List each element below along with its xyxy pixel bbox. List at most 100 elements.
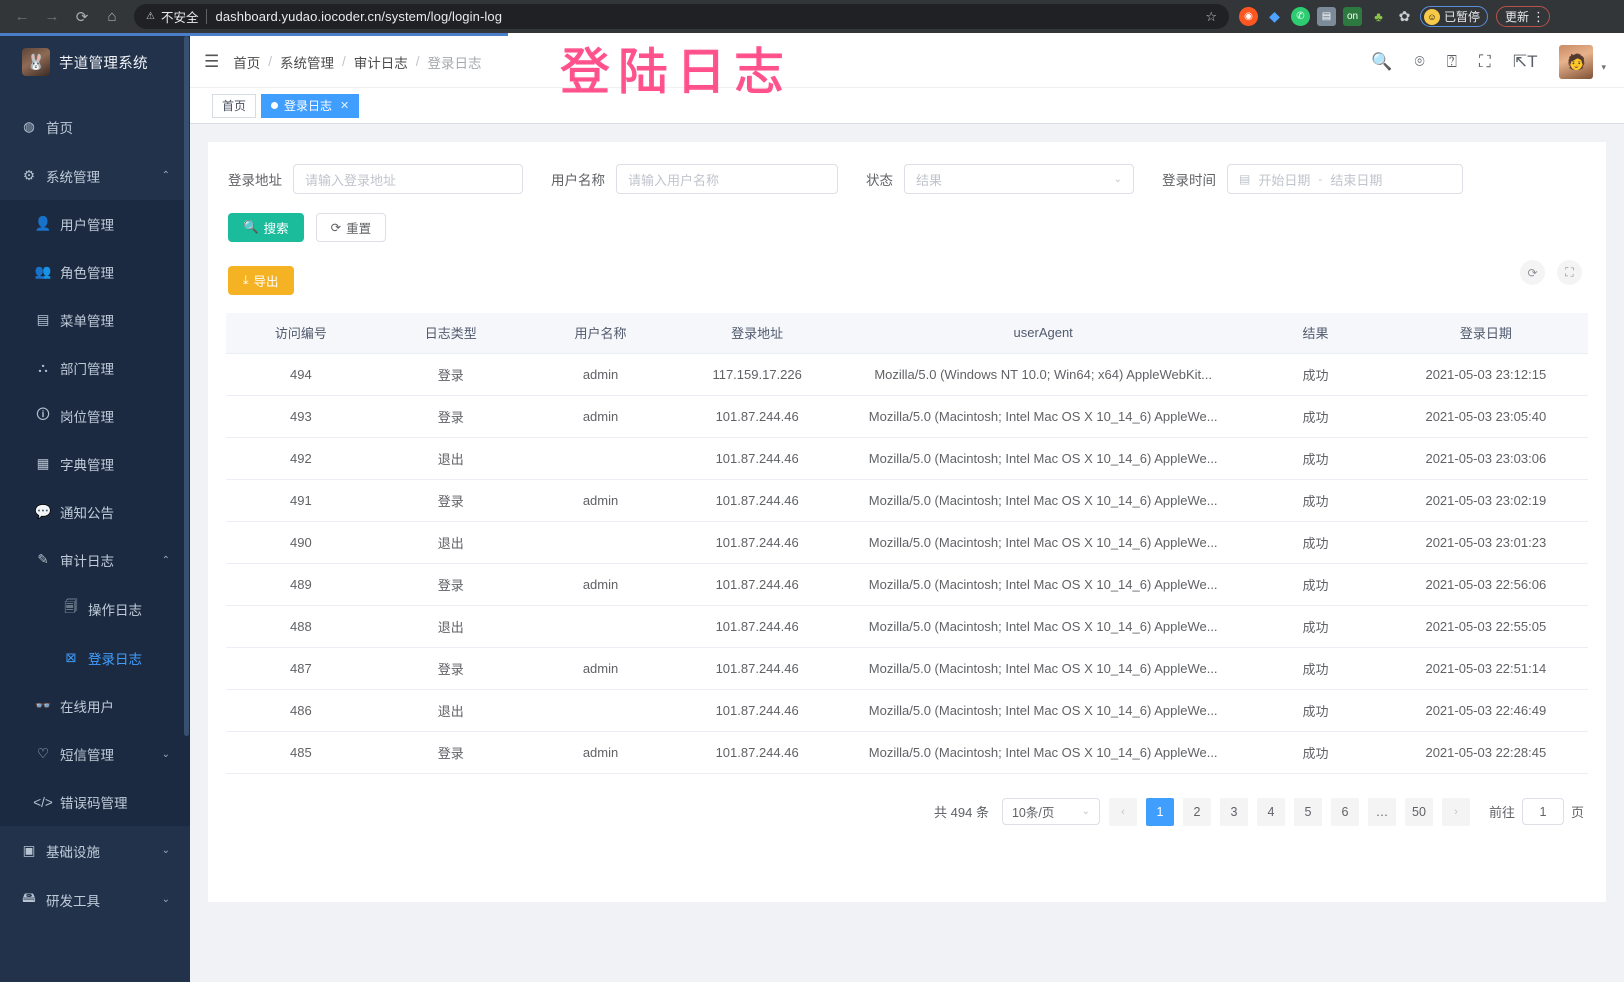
- home-icon[interactable]: ⌂: [107, 8, 117, 25]
- chevron-down-icon[interactable]: ▾: [1601, 61, 1606, 72]
- page-button-last[interactable]: 50: [1404, 797, 1433, 826]
- prev-page-button[interactable]: ‹: [1108, 797, 1137, 826]
- table-row[interactable]: 493 登录 admin 101.87.244.46 Mozilla/5.0 (…: [226, 395, 1588, 438]
- table-row[interactable]: 487 登录 admin 101.87.244.46 Mozilla/5.0 (…: [226, 647, 1588, 690]
- breadcrumb-item-home[interactable]: 首页: [233, 55, 261, 71]
- login-address-input[interactable]: 请输入登录地址: [293, 164, 523, 194]
- tab-login-log[interactable]: 登录日志 ✕: [261, 93, 360, 118]
- sidebar-item-online-user[interactable]: 👓 在线用户: [0, 682, 190, 730]
- sidebar-item-home[interactable]: ◍ 首页: [0, 102, 190, 151]
- extension-icon-5[interactable]: on: [1343, 7, 1362, 26]
- browser-toolbar: ← → ⟳ ⌂ ⚠ 不安全 dashboard.yudao.iocoder.cn…: [0, 0, 1624, 33]
- cell-id: 487: [226, 647, 376, 690]
- sidebar-item-role-management[interactable]: 👥 角色管理: [0, 248, 190, 296]
- bookmark-star-icon[interactable]: ☆: [1205, 8, 1217, 24]
- breadcrumb-item-system[interactable]: 系统管理: [280, 55, 335, 71]
- sidebar-item-operation-log[interactable]: 🗐 操作日志: [0, 584, 190, 633]
- cell-address: 101.87.244.46: [675, 521, 839, 564]
- cell-date: 2021-05-03 23:05:40: [1383, 395, 1588, 438]
- column-header-id[interactable]: 访问编号: [226, 313, 376, 354]
- back-arrow-icon[interactable]: ←: [14, 8, 30, 25]
- page-jump-input[interactable]: [1521, 798, 1564, 825]
- search-button[interactable]: 🔍 搜索: [228, 213, 304, 242]
- page-button-4[interactable]: 4: [1256, 797, 1285, 826]
- sidebar-item-user-management[interactable]: 👤 用户管理: [0, 200, 190, 248]
- page-button-3[interactable]: 3: [1219, 797, 1248, 826]
- sidebar-item-login-log[interactable]: ⊠ 登录日志: [0, 633, 190, 682]
- extension-icon-3[interactable]: ✆: [1291, 7, 1310, 26]
- next-page-button[interactable]: ›: [1441, 797, 1470, 826]
- column-header-date[interactable]: 登录日期: [1383, 313, 1588, 354]
- forward-arrow-icon[interactable]: →: [44, 8, 60, 25]
- sidebar-item-menu-management[interactable]: ▤ 菜单管理: [0, 296, 190, 344]
- chevron-up-icon: ⌃: [161, 554, 170, 566]
- help-icon[interactable]: ⍰: [1446, 51, 1457, 71]
- field-label: 登录地址: [228, 173, 282, 188]
- chevron-down-icon: ⌄: [161, 748, 170, 760]
- github-icon[interactable]: ⌾: [1414, 51, 1425, 71]
- username-input[interactable]: 请输入用户名称: [616, 164, 838, 194]
- table-row[interactable]: 494 登录 admin 117.159.17.226 Mozilla/5.0 …: [226, 353, 1588, 396]
- sidebar-item-sms-management[interactable]: ♡ 短信管理 ⌄: [0, 730, 190, 778]
- breadcrumb-separator: /: [268, 54, 273, 69]
- status-select[interactable]: 结果 ⌄: [904, 164, 1134, 194]
- notice-icon: 💬: [34, 504, 52, 519]
- breadcrumb-item-audit[interactable]: 审计日志: [353, 55, 408, 71]
- sms-icon: ♡: [36, 746, 50, 761]
- address-bar[interactable]: ⚠ 不安全 dashboard.yudao.iocoder.cn/system/…: [134, 4, 1229, 29]
- extension-icon-6[interactable]: ♣: [1374, 9, 1383, 24]
- main-area: ☰ 首页 / 系统管理 / 审计日志 / 登录日志 登陆日志 🔍 ⌾ ⍰ ⛶ ⇱…: [190, 36, 1624, 982]
- hamburger-icon[interactable]: ☰: [204, 51, 220, 71]
- column-header-address[interactable]: 登录地址: [675, 313, 839, 354]
- update-button[interactable]: 更新 ⋮: [1496, 6, 1551, 27]
- page-ellipsis[interactable]: …: [1367, 797, 1396, 826]
- sidebar-item-devtools[interactable]: 🖴 研发工具 ⌄: [0, 875, 190, 924]
- column-header-useragent[interactable]: userAgent: [838, 313, 1248, 354]
- extension-icon-1[interactable]: ◉: [1239, 7, 1258, 26]
- table-row[interactable]: 489 登录 admin 101.87.244.46 Mozilla/5.0 (…: [226, 563, 1588, 606]
- sidebar-item-error-code[interactable]: </> 错误码管理: [0, 778, 190, 826]
- page-button-2[interactable]: 2: [1182, 797, 1211, 826]
- cell-type: 退出: [375, 521, 526, 564]
- tab-home[interactable]: 首页: [212, 93, 257, 118]
- table-row[interactable]: 490 退出 101.87.244.46 Mozilla/5.0 (Macint…: [226, 521, 1588, 564]
- extension-icon-4[interactable]: ▤: [1317, 7, 1336, 26]
- sidebar-scrollbar[interactable]: [184, 36, 189, 736]
- avatar[interactable]: 🧑: [1559, 44, 1594, 79]
- table-row[interactable]: 485 登录 admin 101.87.244.46 Mozilla/5.0 (…: [226, 731, 1588, 774]
- close-icon[interactable]: ✕: [340, 100, 350, 112]
- sidebar-item-system[interactable]: ⚙ 系统管理 ⌃: [0, 151, 190, 200]
- sidebar-item-dictionary-management[interactable]: ▦ 字典管理: [0, 440, 190, 488]
- refresh-icon[interactable]: ⟳: [1520, 260, 1545, 285]
- columns-icon[interactable]: ⛶: [1557, 260, 1582, 285]
- reload-icon[interactable]: ⟳: [75, 8, 89, 26]
- kebab-menu-icon[interactable]: ⋮: [1532, 8, 1546, 24]
- brand[interactable]: 🐰 芋道管理系统: [0, 36, 190, 88]
- page-button-1[interactable]: 1: [1145, 797, 1174, 826]
- table-row[interactable]: 491 登录 admin 101.87.244.46 Mozilla/5.0 (…: [226, 479, 1588, 522]
- fullscreen-icon[interactable]: ⛶: [1478, 51, 1491, 71]
- sidebar-item-notice[interactable]: 💬 通知公告: [0, 488, 190, 536]
- font-size-icon[interactable]: ⇱T: [1512, 51, 1538, 71]
- login-time-daterange[interactable]: ▤ 开始日期 - 结束日期: [1227, 164, 1463, 194]
- page-size-select[interactable]: 10条/页 ⌄: [1001, 798, 1100, 825]
- column-header-user[interactable]: 用户名称: [525, 313, 676, 354]
- table-row[interactable]: 488 退出 101.87.244.46 Mozilla/5.0 (Macint…: [226, 605, 1588, 648]
- table-row[interactable]: 492 退出 101.87.244.46 Mozilla/5.0 (Macint…: [226, 437, 1588, 480]
- sidebar-item-department-management[interactable]: ⛬ 部门管理: [0, 344, 190, 392]
- column-header-type[interactable]: 日志类型: [375, 313, 526, 354]
- cell-useragent: Mozilla/5.0 (Macintosh; Intel Mac OS X 1…: [838, 395, 1248, 438]
- sidebar-item-post-management[interactable]: 🛈 岗位管理: [0, 392, 190, 440]
- table-row[interactable]: 486 退出 101.87.244.46 Mozilla/5.0 (Macint…: [226, 689, 1588, 732]
- page-button-6[interactable]: 6: [1330, 797, 1359, 826]
- profile-paused-badge[interactable]: ☺ 已暂停: [1420, 6, 1489, 27]
- puzzle-extension-icon[interactable]: ✿: [1398, 8, 1411, 24]
- sidebar-item-infrastructure[interactable]: ▣ 基础设施 ⌄: [0, 826, 190, 875]
- reset-button[interactable]: ⟳ 重置: [315, 213, 387, 242]
- sidebar-item-audit-log[interactable]: ✎ 审计日志 ⌃: [0, 536, 190, 584]
- export-button[interactable]: ⤓ 导出: [228, 266, 294, 295]
- extension-icon-2[interactable]: ◆: [1269, 8, 1280, 24]
- page-button-5[interactable]: 5: [1293, 797, 1322, 826]
- search-icon[interactable]: 🔍: [1371, 51, 1393, 71]
- column-header-result[interactable]: 结果: [1247, 313, 1384, 354]
